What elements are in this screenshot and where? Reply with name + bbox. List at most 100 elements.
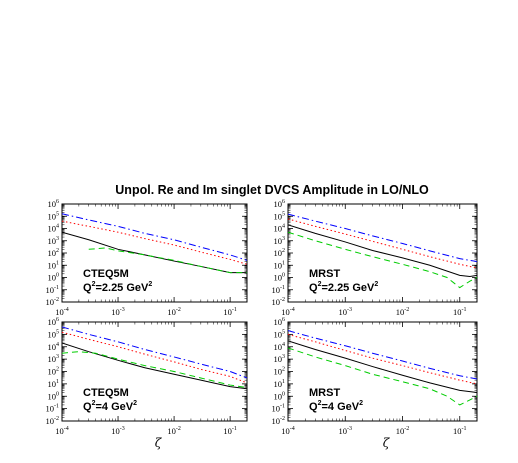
y-tick-label: 10-1	[46, 285, 60, 295]
q-value: =2.25 GeV	[95, 282, 149, 294]
x-tick-label: 10-2	[396, 426, 410, 436]
y-tick-base: 10	[272, 285, 281, 295]
y-tick-label: 103	[48, 236, 60, 246]
q-value: =4 GeV	[95, 401, 133, 413]
y-tick-base: 10	[274, 224, 283, 234]
series-line-2	[288, 347, 477, 406]
x-tick-label: 10-4	[55, 426, 69, 436]
x-tick-exponent: -1	[232, 307, 237, 313]
y-tick-exponent: 4	[282, 224, 285, 230]
y-tick-label: 105	[48, 211, 60, 221]
y-tick-base: 10	[48, 329, 57, 339]
x-tick-label: 10-1	[453, 307, 467, 317]
x-tick-label: 10-4	[55, 307, 69, 317]
y-tick-label: 106	[48, 199, 60, 209]
y-tick-exponent: 1	[56, 260, 59, 266]
y-tick-exponent: -2	[54, 297, 59, 303]
panel-pdf-label: CTEQ5M	[83, 268, 129, 280]
x-tick-label: 10-2	[167, 426, 181, 436]
y-tick-label: 101	[48, 379, 60, 389]
y-tick-label: 100	[48, 391, 60, 401]
y-tick-base: 10	[274, 273, 283, 283]
series-line-4	[62, 213, 247, 261]
series-line-3	[62, 331, 247, 384]
y-tick-base: 10	[274, 211, 283, 221]
series-line-3	[288, 333, 477, 385]
y-tick-base: 10	[274, 391, 283, 401]
x-tick-base: 10	[111, 307, 120, 317]
y-tick-base: 10	[272, 404, 281, 414]
q-symbol: Q	[309, 282, 318, 294]
x-tick-base: 10	[396, 426, 405, 436]
y-tick-label: 10-2	[46, 416, 60, 426]
x-tick-base: 10	[396, 307, 405, 317]
y-tick-exponent: 2	[56, 367, 59, 373]
x-tick-base: 10	[453, 307, 462, 317]
y-tick-label: 102	[274, 367, 286, 377]
y-tick-base: 10	[48, 367, 57, 377]
y-tick-exponent: 3	[56, 354, 59, 360]
y-tick-base: 10	[274, 317, 283, 327]
q-unit-exponent: 2	[148, 281, 152, 288]
x-tick-label: 10-1	[223, 307, 237, 317]
y-tick-base: 10	[48, 236, 57, 246]
x-tick-exponent: -3	[347, 426, 352, 432]
y-tick-exponent: 6	[282, 317, 285, 323]
panel-scale-label: Q2=4 GeV2	[83, 400, 137, 413]
x-tick-exponent: -4	[64, 426, 69, 432]
y-tick-label: 102	[48, 367, 60, 377]
y-tick-label: 105	[274, 211, 286, 221]
y-tick-exponent: -2	[54, 416, 59, 422]
y-tick-label: 104	[48, 342, 60, 352]
y-tick-base: 10	[48, 211, 57, 221]
y-tick-base: 10	[274, 379, 283, 389]
y-tick-exponent: -1	[54, 404, 59, 410]
y-tick-exponent: 0	[282, 273, 285, 279]
y-tick-label: 105	[274, 329, 286, 339]
x-tick-exponent: -1	[462, 307, 467, 313]
y-tick-exponent: 5	[282, 329, 285, 335]
y-tick-exponent: 4	[56, 342, 59, 348]
y-tick-label: 102	[274, 248, 286, 258]
y-tick-exponent: 3	[282, 236, 285, 242]
y-tick-base: 10	[274, 236, 283, 246]
y-tick-exponent: -1	[280, 285, 285, 291]
x-tick-label: 10-3	[111, 307, 125, 317]
x-tick-label: 10-1	[453, 426, 467, 436]
y-tick-base: 10	[48, 391, 57, 401]
x-tick-exponent: -3	[120, 426, 125, 432]
y-tick-base: 10	[274, 199, 283, 209]
panel-scale-label: Q2=2.25 GeV2	[83, 281, 152, 294]
y-tick-base: 10	[274, 329, 283, 339]
y-tick-base: 10	[48, 273, 57, 283]
y-tick-base: 10	[48, 317, 57, 327]
y-tick-base: 10	[46, 285, 55, 295]
y-tick-base: 10	[48, 260, 57, 270]
y-tick-exponent: -1	[54, 285, 59, 291]
panel-pdf-label: MRST	[309, 268, 340, 280]
y-tick-label: 106	[48, 317, 60, 327]
y-tick-exponent: 4	[282, 342, 285, 348]
panel-scale-label: Q2=2.25 GeV2	[309, 281, 378, 294]
curves	[62, 326, 247, 390]
y-tick-exponent: 6	[56, 317, 59, 323]
y-tick-base: 10	[274, 248, 283, 258]
x-tick-exponent: -2	[176, 307, 181, 313]
y-tick-exponent: 2	[282, 367, 285, 373]
y-tick-label: 10-1	[272, 404, 286, 414]
x-tick-label: 10-1	[223, 426, 237, 436]
y-tick-label: 105	[48, 329, 60, 339]
series-line-2	[88, 247, 247, 274]
x-tick-base: 10	[223, 426, 232, 436]
y-tick-label: 106	[274, 199, 286, 209]
curves	[288, 213, 477, 289]
y-tick-base: 10	[48, 224, 57, 234]
q-symbol: Q	[83, 282, 92, 294]
y-tick-exponent: 5	[56, 211, 59, 217]
x-tick-label: 10-3	[339, 307, 353, 317]
y-tick-label: 104	[274, 224, 286, 234]
y-tick-label: 100	[48, 273, 60, 283]
